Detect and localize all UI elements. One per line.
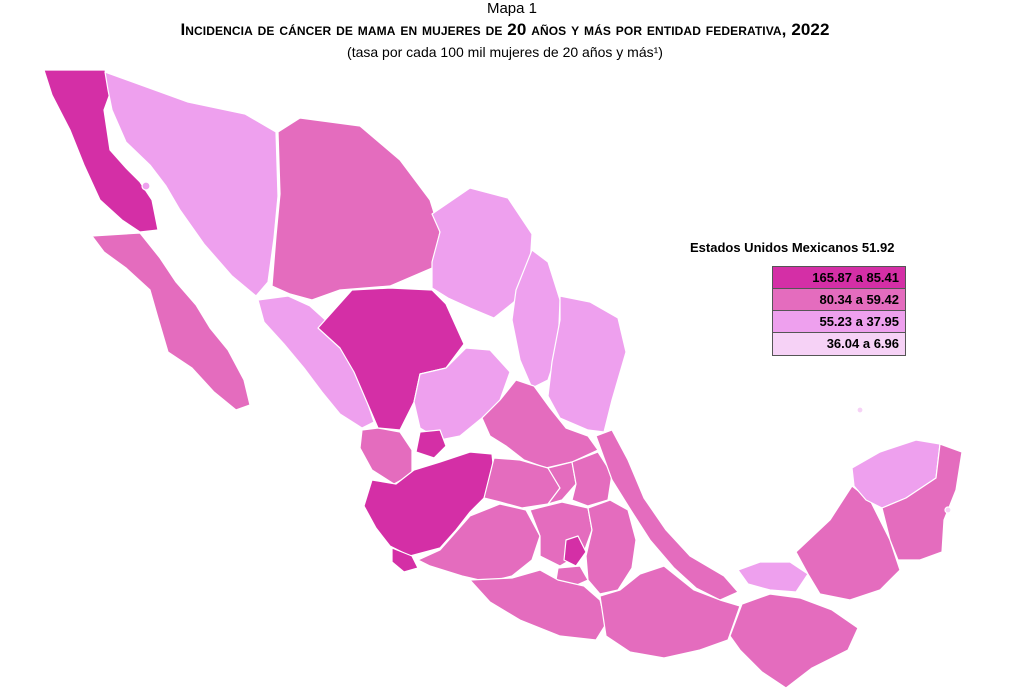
legend-class-1: 165.87 a 85.41 [773, 267, 905, 289]
legend-class-2: 80.34 a 59.42 [773, 289, 905, 311]
state-quintana-roo[interactable] [881, 443, 963, 561]
state-michoacan[interactable] [417, 503, 541, 583]
island-cozumel [944, 506, 952, 514]
island-arrecife [856, 406, 864, 414]
state-nuevo-leon[interactable] [511, 249, 561, 389]
legend-national-label: Estados Unidos Mexicanos 51.92 [690, 240, 895, 255]
legend: 165.87 a 85.41 80.34 a 59.42 55.23 a 37.… [772, 266, 906, 356]
state-san-luis-potosi[interactable] [481, 379, 599, 469]
state-aguascalientes[interactable] [415, 429, 447, 459]
map-subtitle: (tasa por cada 100 mil mujeres de 20 año… [347, 44, 663, 60]
state-sonora[interactable] [104, 71, 279, 297]
state-coahuila[interactable] [431, 187, 533, 319]
state-campeche[interactable] [795, 485, 901, 601]
island-tiburon [141, 181, 151, 191]
state-baja-california-sur[interactable] [91, 232, 251, 411]
state-ciudad-de-mexico[interactable] [563, 535, 587, 567]
legend-class-4: 36.04 a 6.96 [773, 333, 905, 355]
state-chiapas[interactable] [729, 593, 859, 689]
state-veracruz[interactable] [595, 429, 739, 601]
legend-class-3: 55.23 a 37.95 [773, 311, 905, 333]
state-chihuahua[interactable] [271, 117, 441, 301]
state-nayarit[interactable] [359, 427, 413, 485]
state-hidalgo[interactable] [571, 451, 613, 507]
state-colima[interactable] [391, 547, 419, 573]
state-oaxaca[interactable] [599, 565, 741, 659]
map-number: Mapa 1 [486, 0, 538, 17]
map-title: Incidencia de cáncer de mama en mujeres … [180, 20, 830, 39]
state-baja-california[interactable] [43, 69, 159, 233]
state-jalisco[interactable] [363, 451, 495, 557]
state-sinaloa[interactable] [257, 295, 375, 429]
state-tabasco[interactable] [737, 561, 809, 593]
state-tamaulipas[interactable] [547, 295, 627, 433]
state-puebla[interactable] [585, 499, 637, 595]
